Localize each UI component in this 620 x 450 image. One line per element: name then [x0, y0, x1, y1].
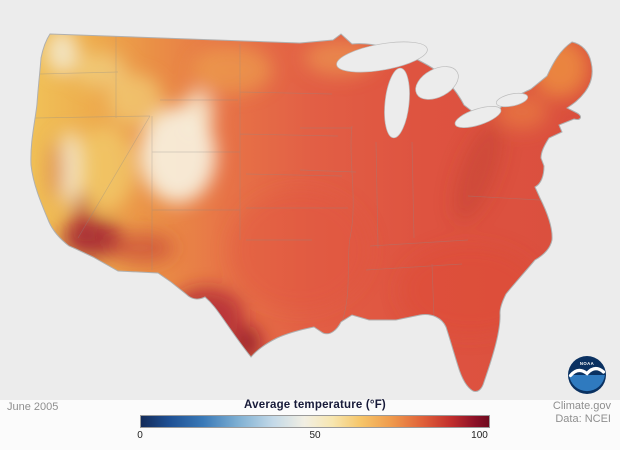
lake-superior — [336, 41, 428, 73]
colorbar-ticks: 0 50 100 — [137, 430, 490, 444]
map-area — [0, 0, 620, 400]
credit-data: Data: NCEI — [555, 413, 611, 425]
noaa-gull-icon — [568, 367, 606, 378]
colorbar-tick-max: 100 — [471, 430, 488, 441]
lake-ontario — [495, 92, 529, 108]
date-label: June 2005 — [7, 401, 59, 413]
lake-erie — [454, 106, 502, 128]
noaa-logo-sea — [569, 375, 605, 392]
credits: Climate.gov Data: NCEI — [553, 400, 611, 426]
colorbar-tick-min: 0 — [137, 430, 143, 441]
lake-michigan — [384, 67, 410, 139]
colorbar-tick-mid: 50 — [309, 430, 321, 441]
noaa-logo-text: NOAA — [580, 361, 594, 366]
us-temperature-map — [30, 33, 593, 393]
colorbar: Average temperature (°F) 0 50 100 — [137, 399, 490, 444]
state-borders — [34, 36, 541, 323]
noaa-logo: NOAA — [568, 356, 606, 394]
great-lakes — [336, 41, 529, 139]
credit-source: Climate.gov — [552, 400, 611, 412]
colorbar-gradient — [140, 415, 490, 428]
colorbar-title: Average temperature (°F) — [244, 399, 386, 411]
lake-huron — [415, 66, 459, 100]
